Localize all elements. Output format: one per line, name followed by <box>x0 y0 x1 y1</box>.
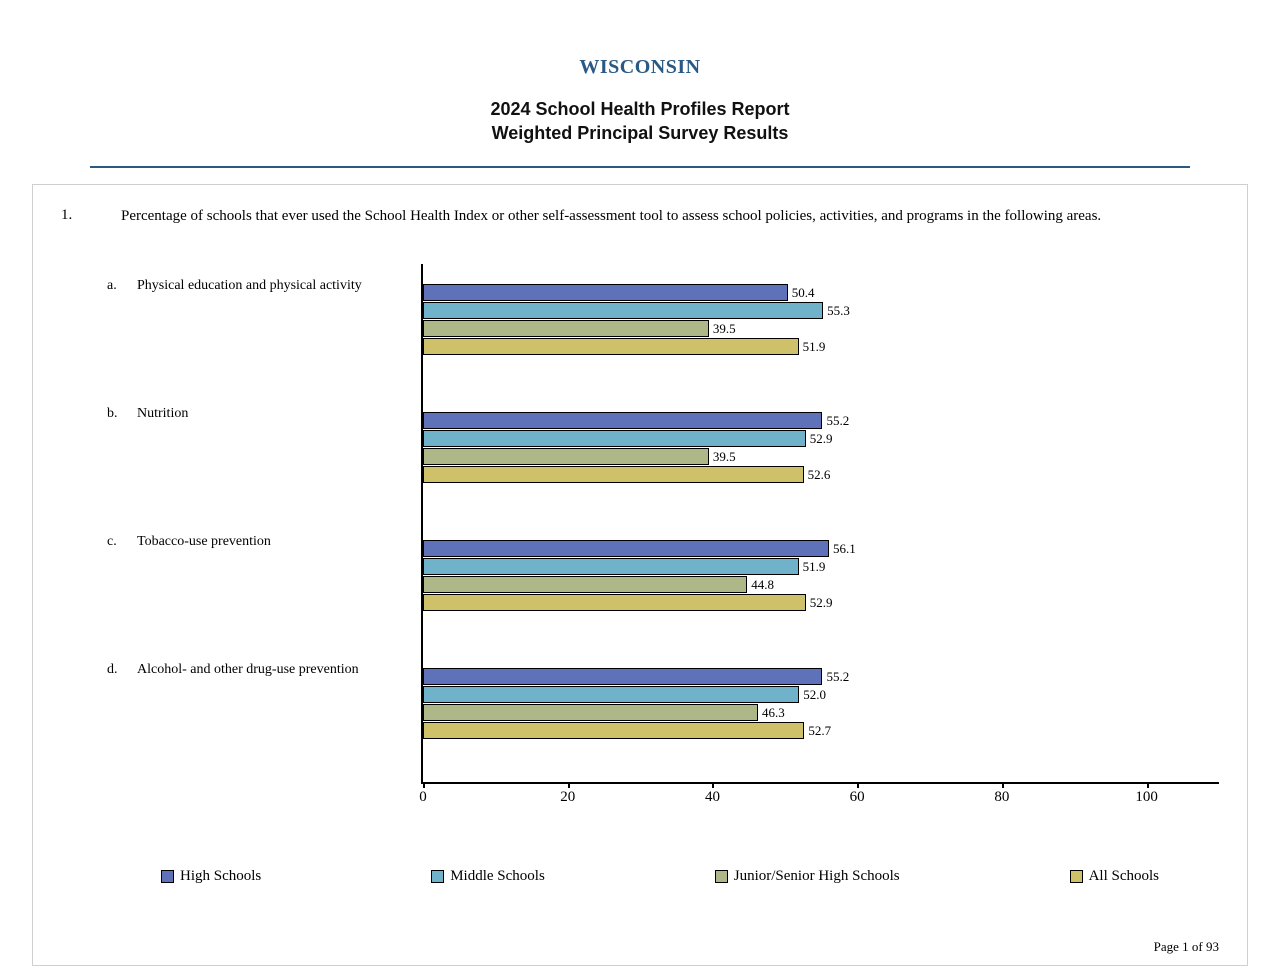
bar-value-label: 50.4 <box>792 284 815 301</box>
legend-item: High Schools <box>161 868 261 885</box>
question-text: Percentage of schools that ever used the… <box>121 207 1219 227</box>
axis-tick-label: 0 <box>419 789 427 806</box>
report-header: WISCONSIN 2024 School Health Profiles Re… <box>0 0 1280 146</box>
page-number: Page 1 of 93 <box>1154 939 1219 955</box>
content-frame: 1. Percentage of schools that ever used … <box>32 184 1248 966</box>
category-label: a.Physical education and physical activi… <box>107 278 407 294</box>
category-letter: c. <box>107 534 137 550</box>
question-block: 1. Percentage of schools that ever used … <box>61 207 1219 227</box>
bar-value-label: 52.7 <box>808 722 831 739</box>
legend-label: Junior/Senior High Schools <box>734 868 900 885</box>
bar-all <box>423 466 804 483</box>
bar-value-label: 55.3 <box>827 302 850 319</box>
bar-middle <box>423 302 823 319</box>
bar-high <box>423 284 788 301</box>
bar-middle <box>423 686 799 703</box>
axis-tick-label: 60 <box>850 789 865 806</box>
bar-value-label: 39.5 <box>713 320 736 337</box>
category-text: Nutrition <box>137 406 188 422</box>
category-label: d.Alcohol- and other drug-use prevention <box>107 662 407 678</box>
bar-value-label: 52.9 <box>810 594 833 611</box>
header-rule <box>90 166 1190 168</box>
bar-value-label: 51.9 <box>803 338 826 355</box>
question-number: 1. <box>61 207 121 224</box>
bar-middle <box>423 558 799 575</box>
category-letter: a. <box>107 278 137 294</box>
legend-label: Middle Schools <box>450 868 545 885</box>
legend-swatch <box>161 870 174 883</box>
category-labels: a.Physical education and physical activi… <box>101 264 421 784</box>
bar-value-label: 51.9 <box>803 558 826 575</box>
title-line-2: Weighted Principal Survey Results <box>492 123 789 143</box>
bar-jrsr <box>423 320 709 337</box>
legend-item: Middle Schools <box>431 868 545 885</box>
bar-value-label: 55.2 <box>826 668 849 685</box>
legend-label: High Schools <box>180 868 261 885</box>
report-title: 2024 School Health Profiles Report Weigh… <box>0 97 1280 146</box>
axis-tick-label: 100 <box>1135 789 1158 806</box>
state-name: WISCONSIN <box>0 56 1280 79</box>
category-text: Alcohol- and other drug-use prevention <box>137 662 359 678</box>
bar-high <box>423 668 822 685</box>
axis-tick-mark <box>1147 782 1149 788</box>
bar-all <box>423 722 804 739</box>
bar-high <box>423 540 829 557</box>
bar-value-label: 39.5 <box>713 448 736 465</box>
category-text: Tobacco-use prevention <box>137 534 271 550</box>
bar-value-label: 46.3 <box>762 704 785 721</box>
legend-item: All Schools <box>1070 868 1159 885</box>
category-letter: d. <box>107 662 137 678</box>
legend-label: All Schools <box>1089 868 1159 885</box>
bar-value-label: 56.1 <box>833 540 856 557</box>
bar-all <box>423 338 799 355</box>
axis-tick-mark <box>712 782 714 788</box>
bar-value-label: 52.9 <box>810 430 833 447</box>
bar-middle <box>423 430 806 447</box>
title-line-1: 2024 School Health Profiles Report <box>490 99 789 119</box>
bar-value-label: 55.2 <box>826 412 849 429</box>
legend: High Schools Middle Schools Junior/Senior … <box>161 868 1159 885</box>
axis-tick-mark <box>857 782 859 788</box>
legend-swatch <box>1070 870 1083 883</box>
legend-swatch <box>431 870 444 883</box>
bar-value-label: 52.6 <box>808 466 831 483</box>
axis-tick-label: 20 <box>560 789 575 806</box>
bar-jrsr <box>423 448 709 465</box>
chart: a.Physical education and physical activi… <box>101 264 1219 824</box>
bar-jrsr <box>423 576 747 593</box>
axis-tick-mark <box>1002 782 1004 788</box>
category-text: Physical education and physical activity <box>137 278 362 294</box>
bar-value-label: 44.8 <box>751 576 774 593</box>
axis-tick-mark <box>423 782 425 788</box>
bar-jrsr <box>423 704 758 721</box>
bar-high <box>423 412 822 429</box>
axis-tick-label: 80 <box>994 789 1009 806</box>
category-letter: b. <box>107 406 137 422</box>
category-label: c.Tobacco-use prevention <box>107 534 407 550</box>
bar-value-label: 52.0 <box>803 686 826 703</box>
plot-area: 02040608010050.455.339.551.955.252.939.5… <box>421 264 1219 784</box>
axis-tick-label: 40 <box>705 789 720 806</box>
category-label: b.Nutrition <box>107 406 407 422</box>
legend-item: Junior/Senior High Schools <box>715 868 900 885</box>
bar-all <box>423 594 806 611</box>
axis-tick-mark <box>568 782 570 788</box>
legend-swatch <box>715 870 728 883</box>
